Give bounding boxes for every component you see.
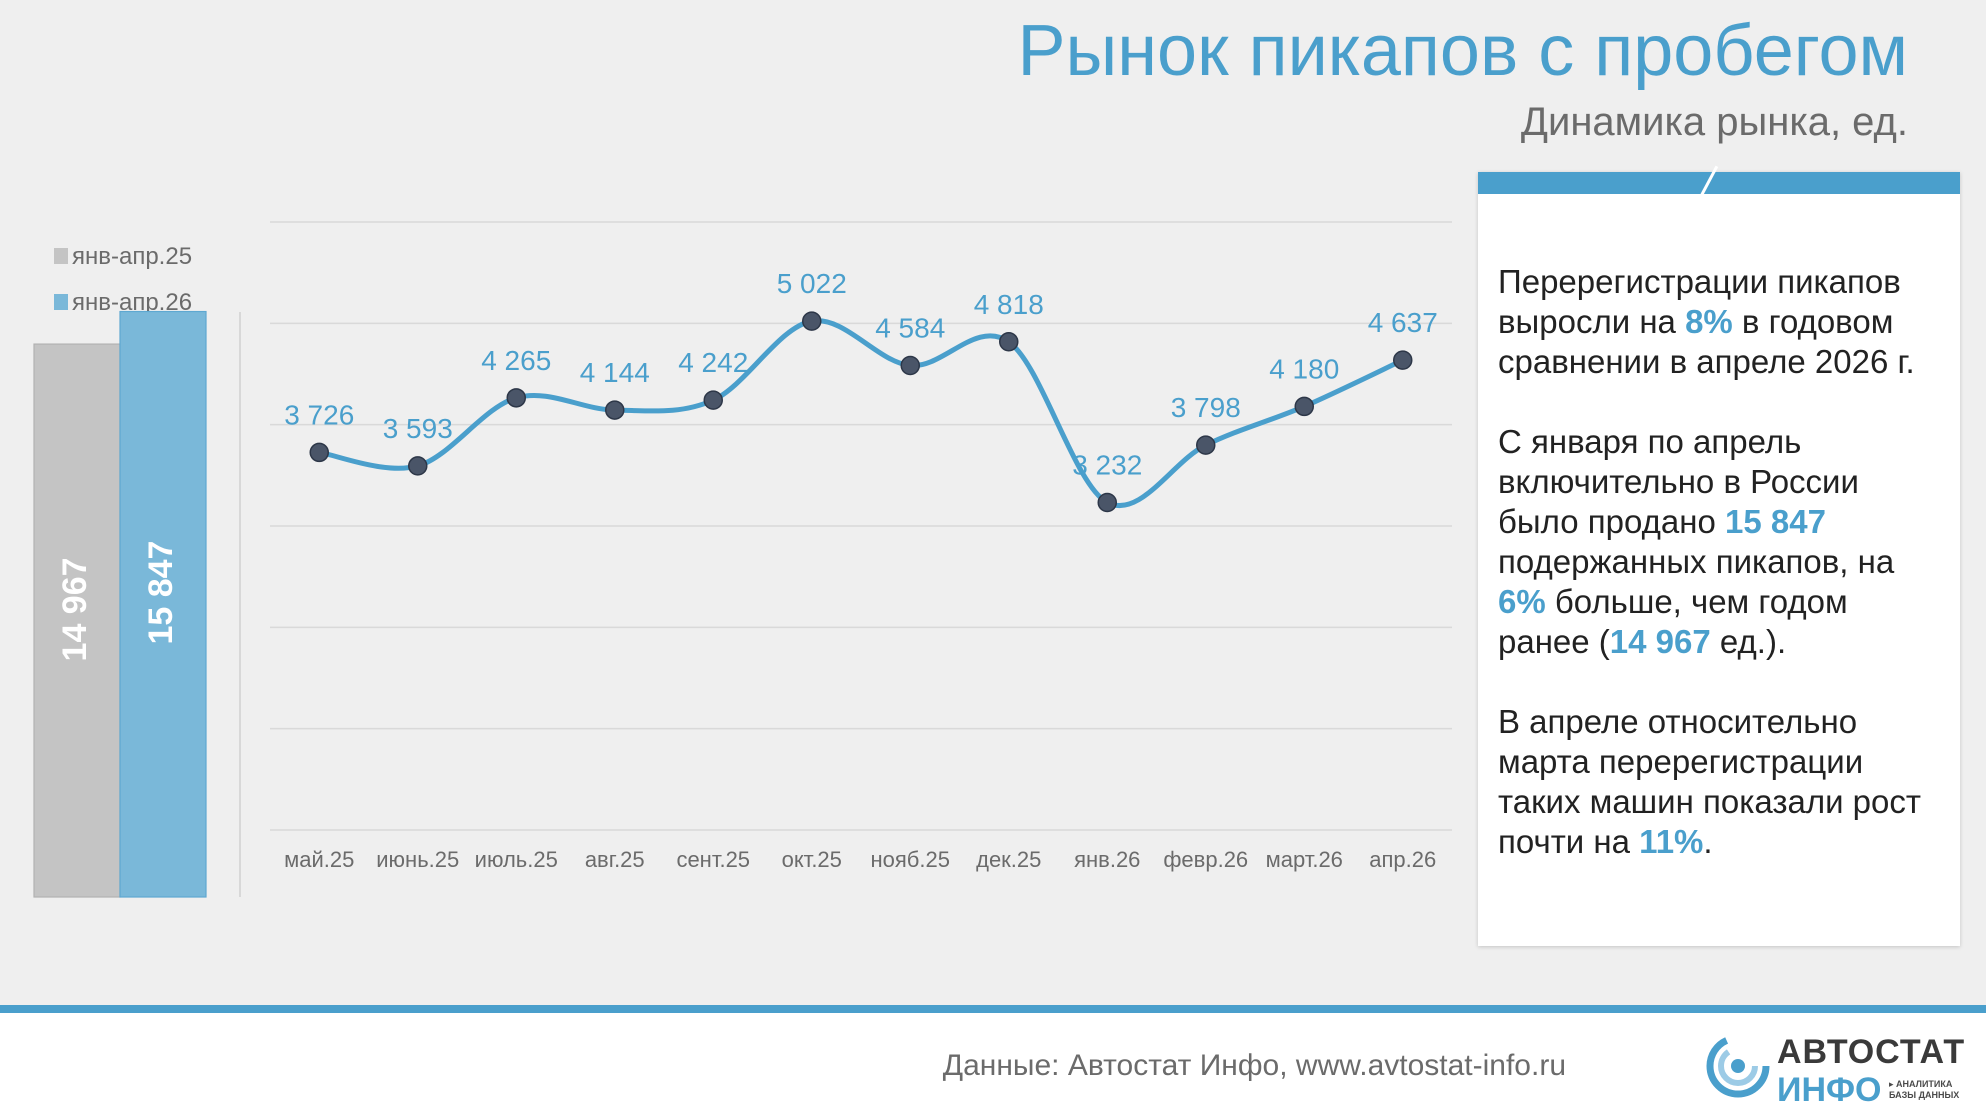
- data-label: 4 242: [678, 347, 748, 378]
- text-fragment: ед.).: [1710, 623, 1787, 660]
- commentary-text: Перерегистрации пикапов выросли на 8% в …: [1498, 262, 1948, 902]
- x-tick-label: дек.25: [976, 847, 1041, 872]
- data-label: 4 637: [1368, 307, 1438, 338]
- ytd-bar-label: 14 967: [56, 557, 94, 661]
- logo-tagline-1: ▸ АНАЛИТИКА: [1889, 1079, 1953, 1089]
- data-point: [802, 311, 822, 331]
- highlight-growth-mom: 11%: [1639, 823, 1704, 860]
- data-label: 4 584: [875, 312, 945, 343]
- data-point: [1196, 435, 1216, 455]
- x-tick-label: сент.25: [676, 847, 750, 872]
- highlight-ytd-2026: 15 847: [1724, 503, 1826, 540]
- text-fragment: С января по апрель включительно в России…: [1498, 423, 1859, 540]
- x-tick-label: февр.26: [1163, 847, 1248, 872]
- highlight-growth-yoy: 8%: [1685, 303, 1733, 340]
- text-fragment: в годовом сравнении в апреле 2026 г.: [1498, 303, 1915, 380]
- data-point: [506, 388, 526, 408]
- text-fragment: подержанных пикапов, на: [1498, 543, 1895, 580]
- x-tick-label: май.25: [284, 847, 354, 872]
- data-label: 4 265: [481, 345, 551, 376]
- ytd-bar-label: 15 847: [142, 541, 180, 645]
- data-label: 3 798: [1171, 392, 1241, 423]
- legend-swatch: [54, 248, 68, 264]
- brand-logo: АВТОСТАТ ИНФО ▸ АНАЛИТИКА БАЗЫ ДАННЫХ: [1705, 1033, 1965, 1113]
- monthly-line-chart: май.25 июнь.25 июль.25 авг.25 сент.25 окт.25 н…: [270, 221, 1452, 872]
- footer: Данные: Автостат Инфо, www.avtostat-info…: [0, 1013, 1986, 1118]
- data-point: [605, 400, 625, 420]
- footer-divider: [0, 1005, 1986, 1013]
- data-point: [703, 390, 723, 410]
- legend-label: янв-апр.25: [72, 243, 192, 270]
- page-title: Рынок пикапов с пробегом: [1017, 11, 1908, 91]
- data-point: [408, 456, 428, 476]
- data-label: 3 232: [1072, 449, 1142, 480]
- x-tick-label: авг.25: [585, 847, 645, 872]
- data-label: 4 144: [580, 357, 650, 388]
- ytd-bar: [119, 310, 207, 898]
- data-label: 4 180: [1269, 353, 1339, 384]
- logo-text-bottom: ИНФО: [1777, 1071, 1882, 1109]
- page-subtitle: Динамика рынка, ед.: [1520, 100, 1908, 144]
- data-point: [1097, 492, 1117, 513]
- highlight-ytd-growth: 6%: [1498, 583, 1546, 620]
- highlight-ytd-2025: 14 967: [1609, 623, 1711, 660]
- panel-accent-slash: [1696, 165, 1719, 203]
- commentary-paragraph-1: Перерегистрации пикапов выросли на 8% в …: [1498, 262, 1948, 382]
- commentary-panel: Перерегистрации пикапов выросли на 8% в …: [1478, 165, 1960, 946]
- data-point: [900, 355, 920, 376]
- logo-tagline-2: БАЗЫ ДАННЫХ: [1889, 1090, 1960, 1100]
- x-tick-label: июнь.25: [376, 847, 459, 872]
- x-tick-label: окт.25: [782, 847, 842, 872]
- data-source: Данные: Автостат Инфо, www.avtostat-info…: [942, 1049, 1566, 1082]
- data-point: [999, 332, 1019, 352]
- logo-text-top: АВТОСТАТ: [1777, 1033, 1966, 1071]
- text-fragment: Перерегистрации пикапов выросли на: [1498, 263, 1901, 340]
- data-label: 4 818: [974, 289, 1044, 320]
- commentary-paragraph-2: С января по апрель включительно в России…: [1498, 422, 1948, 662]
- data-label: 3 593: [383, 413, 453, 444]
- logo-tagline: ▸ АНАЛИТИКА БАЗЫ ДАННЫХ: [1889, 1079, 1959, 1101]
- data-point: [309, 442, 329, 463]
- x-tick-label: апр.26: [1369, 847, 1436, 872]
- logo-swirl-icon: [1706, 1034, 1770, 1098]
- data-label: 3 726: [284, 399, 354, 430]
- text-fragment: В апреле относительно марта перерегистра…: [1498, 703, 1922, 860]
- text-fragment: .: [1703, 823, 1713, 860]
- x-tick-label: нояб.25: [871, 847, 950, 872]
- x-tick-label: июль.25: [475, 847, 558, 872]
- ytd-bar: [33, 343, 121, 898]
- x-tick-label: янв.26: [1074, 847, 1140, 872]
- data-point: [1393, 350, 1413, 370]
- panel-accent-bar: [1478, 165, 1960, 203]
- x-tick-label: март.26: [1266, 847, 1343, 872]
- legend-swatch: [54, 294, 68, 310]
- text-fragment: больше, чем годом ранее (: [1498, 583, 1848, 660]
- data-label: 5 022: [777, 268, 847, 299]
- data-point: [1294, 396, 1314, 417]
- commentary-paragraph-3: В апреле относительно марта перерегистра…: [1498, 702, 1948, 862]
